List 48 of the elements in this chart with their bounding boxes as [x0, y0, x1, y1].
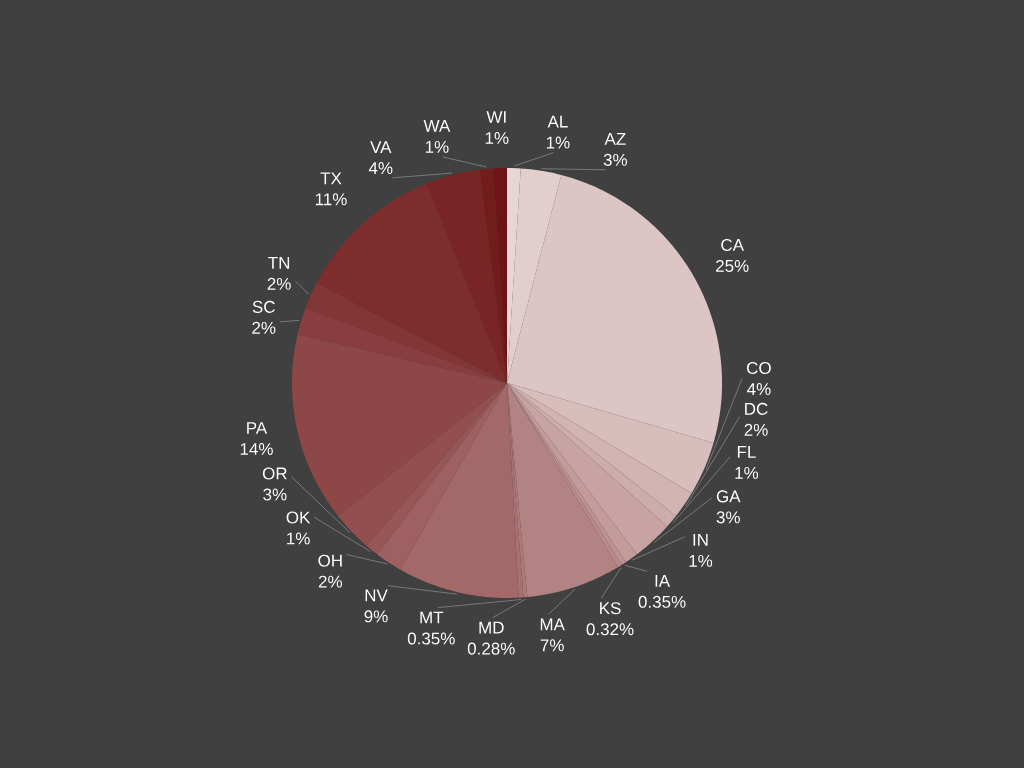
slice-label: MT [420, 611, 444, 624]
data-label: 1% [287, 532, 310, 545]
data-label: 4% [368, 162, 393, 174]
data-label: 14% [240, 443, 273, 455]
data-label: 4% [747, 383, 771, 395]
data-label: 3% [603, 153, 628, 166]
data-label: 0.28% [467, 642, 515, 655]
data-label: 25% [716, 259, 749, 272]
slice-label: OH [318, 554, 342, 567]
slice-label: WA [423, 120, 451, 132]
slice-label: TN [268, 256, 290, 269]
slice-label: PA [247, 422, 268, 434]
data-label: 0.35% [407, 632, 455, 645]
data-label: 2% [267, 277, 291, 290]
slice-label: AL [547, 115, 568, 128]
slice-label: FL [737, 446, 756, 458]
slice-label: VA [370, 141, 392, 153]
data-label: 2% [252, 321, 276, 334]
data-label: 7% [540, 639, 564, 652]
slice-label: SC [252, 300, 275, 313]
data-label: 3% [716, 511, 740, 524]
data-label: 1% [546, 136, 570, 149]
slice-label: AZ [604, 133, 626, 145]
slice-label: NV [365, 589, 388, 602]
slice-label: OK [286, 511, 311, 524]
slice-label: IA [655, 575, 671, 587]
data-label: 1% [425, 140, 449, 153]
data-label: 2% [744, 423, 768, 436]
slice-label: DC [745, 402, 768, 415]
data-label: 1% [689, 554, 713, 567]
slice-label: WI [486, 111, 506, 123]
slice-label: CA [721, 238, 744, 251]
data-label: 11% [315, 193, 347, 206]
slice-label: CO [747, 362, 771, 375]
slice-label: GA [716, 490, 741, 503]
data-label: 0.32% [586, 623, 634, 636]
slice-label: KS [600, 602, 621, 615]
slice-label: IN [693, 534, 708, 546]
data-label: 0.35% [638, 595, 686, 608]
slice-label: MD [479, 621, 504, 634]
data-label: 9% [364, 610, 388, 623]
data-label: 2% [318, 575, 343, 588]
slice-label: MA [540, 618, 565, 631]
slice-label: OR [262, 467, 287, 480]
data-label: 1% [485, 132, 509, 144]
data-label: 3% [263, 488, 287, 501]
slice-label: TX [320, 172, 342, 185]
data-label: 1% [735, 466, 759, 479]
